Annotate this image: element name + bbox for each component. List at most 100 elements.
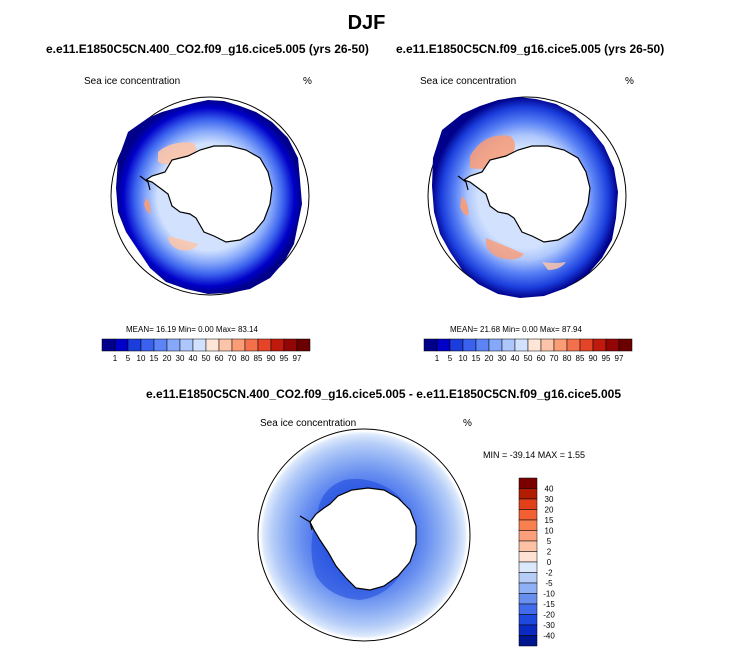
panel-2-colorbar-tick-label: 40	[511, 354, 520, 363]
panel-2-colorbar-swatch	[618, 338, 633, 352]
panel-1-mean-label: MEAN=	[126, 325, 154, 334]
diff-colorbar-tick-label: -2	[545, 569, 553, 578]
panel-2-colorbar-swatch	[436, 338, 451, 352]
panel-2-colorbar-swatch	[488, 338, 503, 352]
diff-colorbar-tick-label: 10	[545, 527, 554, 536]
diff-colorbar-tick-label: 2	[547, 548, 552, 557]
diff-map	[257, 428, 471, 642]
panel-1-colorbar-tick-label: 60	[215, 354, 224, 363]
panel-1-colorbar-tick-label: 1	[113, 354, 118, 363]
diff-colorbar-tick-label: 30	[545, 495, 554, 504]
panel-2-colorbar-swatch	[449, 338, 464, 352]
panel-2-colorbar-swatch	[462, 338, 477, 352]
panel-2-colorbar-tick-label: 60	[537, 354, 546, 363]
panel-2-title: e.e11.E1850C5CN.f09_g16.cice5.005 (yrs 2…	[396, 42, 665, 56]
diff-colorbar-swatch	[518, 530, 538, 542]
panel-2-high-concentration-amundsen	[542, 262, 566, 270]
diff-colorbar-swatch	[518, 582, 538, 594]
panel-1-map	[110, 96, 310, 296]
panel-1-colorbar-tick-label: 50	[202, 354, 211, 363]
panel-1-colorbar-swatch	[257, 338, 272, 352]
diff-colorbar-tick-label: -15	[543, 600, 555, 609]
panel-2-colorbar-tick-label: 20	[485, 354, 494, 363]
panel-2-colorbar-tick-label: 50	[524, 354, 533, 363]
panel-1-max: 83.14	[237, 325, 258, 334]
panel-1-colorbar-swatch	[218, 338, 233, 352]
panel-2-high-concentration-ross	[485, 238, 524, 260]
panel-2-units: %	[625, 76, 634, 87]
panel-2-colorbar-swatch	[527, 338, 542, 352]
panel-2-antarctica	[462, 145, 591, 243]
panel-1-colorbar-swatch	[153, 338, 168, 352]
panel-2-min: 0.00	[522, 325, 538, 334]
diff-colorbar-swatch	[518, 572, 538, 584]
panel-2-colorbar-tick-label: 85	[576, 354, 585, 363]
panel-2-max: 87.94	[561, 325, 582, 334]
panel-1-colorbar-tick-label: 20	[163, 354, 172, 363]
panel-2-colorbar-tick-label: 1	[435, 354, 440, 363]
diff-colorbar-swatch	[518, 561, 538, 573]
panel-1-colorbar-tick-label: 40	[189, 354, 198, 363]
panel-2-colorbar-tick-label: 95	[602, 354, 611, 363]
panel-1-colorbar-swatch	[244, 338, 259, 352]
diff-colorbar-swatch	[518, 498, 538, 510]
panel-2-colorbar-tick-label: 5	[448, 354, 453, 363]
panel-2-stats: MEAN= 21.68 Min= 0.00 Max= 87.94	[450, 325, 582, 334]
panel-2-colorbar-swatch	[514, 338, 529, 352]
diff-colorbar-swatch	[518, 635, 538, 647]
panel-2-colorbar-tick-label: 15	[472, 354, 481, 363]
panel-1-stats: MEAN= 16.19 Min= 0.00 Max= 83.14	[126, 325, 258, 334]
diff-colorbar-tick-label: -20	[543, 611, 555, 620]
diff-colorbar-tick-label: 0	[547, 558, 552, 567]
panel-1-colorbar-swatch	[140, 338, 155, 352]
panel-1-colorbar-swatch	[101, 338, 116, 352]
panel-1-colorbar-swatch	[205, 338, 220, 352]
panel-2-mean: 21.68	[480, 325, 501, 334]
panel-1-min: 0.00	[198, 325, 214, 334]
panel-2-colorbar-swatch	[475, 338, 490, 352]
panel-1-colorbar-swatch	[166, 338, 181, 352]
panel-2-colorbar-tick-label: 97	[615, 354, 624, 363]
diff-variable: Sea ice concentration	[260, 418, 357, 429]
panel-2-colorbar-tick-label: 30	[498, 354, 507, 363]
panel-1-colorbar-swatch	[270, 338, 285, 352]
diff-colorbar-swatch	[518, 614, 538, 626]
diff-colorbar-swatch	[518, 624, 538, 636]
diff-colorbar-swatch	[518, 477, 538, 489]
diff-colorbar-swatch	[518, 488, 538, 500]
diff-colorbar-tick-label: -40	[543, 632, 555, 641]
diff-units: %	[463, 418, 472, 429]
panel-1-colorbar-swatch	[127, 338, 142, 352]
diff-colorbar-tick-label: -5	[545, 579, 553, 588]
panel-1-high-concentration-bellingshausen	[144, 198, 151, 214]
diff-antarctica	[309, 487, 417, 591]
panel-1-colorbar-tick-label: 85	[254, 354, 263, 363]
panel-1-colorbar-tick-label: 95	[280, 354, 289, 363]
panel-1-variable: Sea ice concentration	[84, 76, 181, 87]
panel-2-min-label: Min=	[502, 325, 520, 334]
panel-1-colorbar-swatch	[231, 338, 246, 352]
panel-1-units: %	[303, 76, 312, 87]
diff-peninsula	[299, 515, 313, 531]
panel-1-colorbar-tick-label: 10	[137, 354, 146, 363]
diff-colorbar-tick-label: 40	[545, 485, 554, 494]
panel-1-colorbar-tick-label: 90	[267, 354, 276, 363]
panel-2-colorbar-swatch	[592, 338, 607, 352]
diff-colorbar-swatch	[518, 593, 538, 605]
panel-1-antarctica	[144, 145, 273, 243]
diff-colorbar-tick-label: -30	[543, 621, 555, 630]
panel-1-title: e.e11.E1850C5CN.400_CO2.f09_g16.cice5.00…	[46, 42, 369, 56]
diff-colorbar-tick-label: 15	[545, 516, 554, 525]
diff-panel-title: e.e11.E1850C5CN.400_CO2.f09_g16.cice5.00…	[146, 387, 622, 401]
panel-1-colorbar-tick-label: 80	[241, 354, 250, 363]
panel-1-high-concentration-ross	[168, 236, 198, 251]
panel-1-min-label: Min=	[178, 325, 196, 334]
panel-1-colorbar-tick-label: 70	[228, 354, 237, 363]
panel-2-colorbar-tick-label: 90	[589, 354, 598, 363]
diff-colorbar-tick-label: 5	[547, 537, 552, 546]
panel-2-colorbar: 1 5 10 15 20 30 40 50 60 70 80 85 90 95 97	[423, 338, 633, 363]
panel-2-map	[427, 96, 627, 298]
diff-colorbar-swatch	[518, 540, 538, 552]
